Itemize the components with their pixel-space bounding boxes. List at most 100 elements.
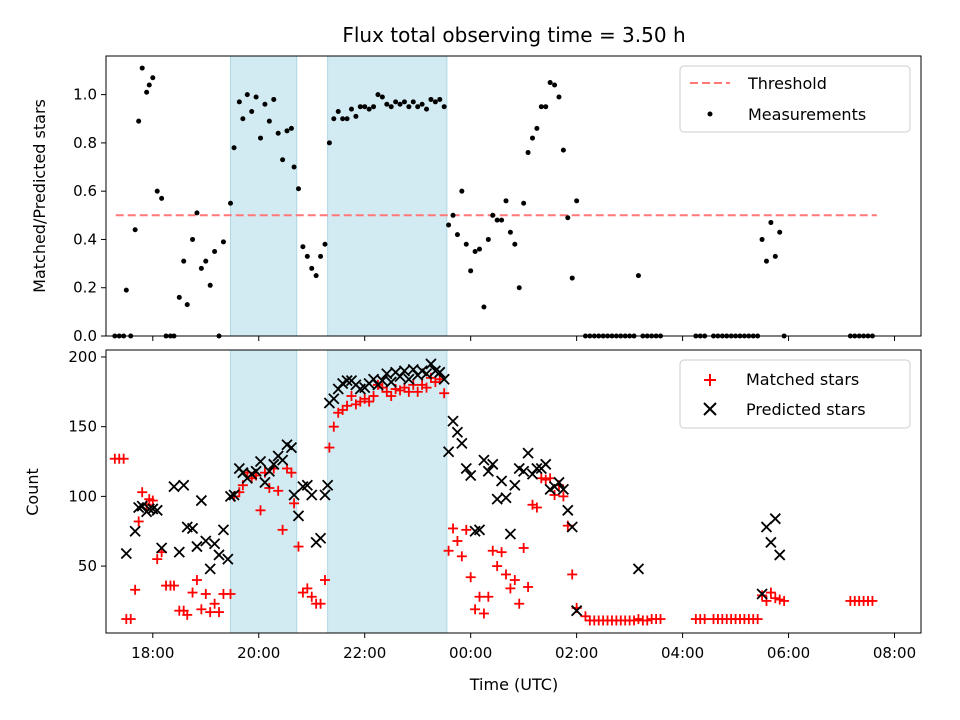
measurement-point <box>494 217 500 223</box>
matched-star-point <box>523 581 534 592</box>
matched-star-point <box>757 590 768 601</box>
predicted-star-point <box>487 458 499 470</box>
measurement-point <box>144 89 150 95</box>
matched-star-point <box>315 598 326 609</box>
predicted-star-point <box>133 501 145 514</box>
measurement-point <box>357 104 363 110</box>
matched-star-point <box>474 591 485 602</box>
measurements-legend-swatch <box>707 111 713 117</box>
measurement-point <box>295 186 301 192</box>
measurement-point <box>300 244 306 250</box>
measurement-point <box>258 135 264 141</box>
predicted-star-point <box>491 493 503 505</box>
matched-star-point <box>368 391 379 402</box>
measurement-point <box>777 229 783 235</box>
matched-star-point <box>293 541 304 552</box>
predicted-star-point <box>451 426 464 438</box>
predicted-star-point <box>276 454 289 466</box>
predicted-star-point <box>756 588 768 600</box>
measurement-point <box>446 222 452 228</box>
measurement-point <box>432 99 438 105</box>
measurement-point <box>477 246 483 252</box>
measurement-point <box>275 130 281 136</box>
predicted-star-point <box>268 458 280 470</box>
matched-star-point <box>125 614 136 625</box>
matched-star-point <box>118 453 129 464</box>
matched-star-point <box>130 584 141 595</box>
predicted-star-point <box>288 489 300 501</box>
matched-star-point <box>147 495 158 506</box>
predicted-star-point <box>129 525 141 537</box>
matched-star-point <box>137 487 148 498</box>
matched-star-point <box>187 587 198 598</box>
matched-star-point <box>255 505 266 516</box>
measurement-point <box>569 275 575 281</box>
predicted-star-point <box>442 446 455 458</box>
matched-star-point <box>152 554 163 565</box>
matched-star-point <box>461 524 472 535</box>
matched-star-point <box>214 607 225 618</box>
y-tick-label: 200 <box>68 348 97 366</box>
matched-star-point <box>765 587 776 598</box>
measurement-point <box>371 104 377 110</box>
x-tick-label: 08:00 <box>873 644 916 662</box>
predicted-star-points <box>120 358 786 617</box>
matched-star-point <box>319 575 330 586</box>
matched-star-point <box>386 391 397 402</box>
y-tick-label: 150 <box>68 418 97 436</box>
matched-legend-swatch <box>704 374 716 386</box>
measurement-point <box>240 116 246 122</box>
chart-title: Flux total observing time = 3.50 h <box>342 23 685 47</box>
bottom-y-axis: 50 100 150 200 <box>68 348 106 575</box>
predicted-star-point <box>321 479 334 491</box>
predicted-star-point <box>314 532 327 544</box>
measurement-point <box>379 94 385 100</box>
predicted-star-point <box>482 465 494 477</box>
predicted-star-point <box>460 462 472 475</box>
measurement-point <box>556 94 562 100</box>
measurement-point <box>220 239 226 245</box>
measurement-point <box>521 200 527 206</box>
measurement-point <box>441 104 447 110</box>
predicted-star-point <box>222 553 234 565</box>
predicted-star-point <box>769 513 781 525</box>
matched-star-point <box>342 400 353 411</box>
predicted-star-point <box>425 358 437 370</box>
matched-star-point <box>531 502 542 513</box>
predicted-star-point <box>285 441 298 454</box>
matched-star-point <box>629 615 640 626</box>
predicted-star-point <box>765 536 777 549</box>
matched-star-point <box>364 396 375 407</box>
matched-star-point <box>505 583 516 594</box>
matched-star-point <box>518 542 529 553</box>
matched-star-point <box>470 604 481 615</box>
measurement-point <box>344 116 350 122</box>
matched-star-point <box>779 595 790 606</box>
predicted-star-point <box>208 538 221 550</box>
measurement-point <box>419 101 425 107</box>
predicted-legend-swatch <box>703 402 717 416</box>
predicted-star-point <box>173 546 185 558</box>
measurements-legend-label: Measurements <box>748 105 866 124</box>
bottom-legend: Matched stars Predicted stars <box>679 359 911 429</box>
measurement-point <box>512 241 518 247</box>
matched-star-point <box>196 604 207 615</box>
predicted-star-point <box>398 365 411 377</box>
predicted-star-point <box>254 455 267 468</box>
measurement-point <box>485 236 491 242</box>
matched-star-point <box>540 474 551 485</box>
measurement-point <box>150 75 156 81</box>
predicted-star-point <box>292 510 305 522</box>
predicted-star-point <box>447 415 459 427</box>
predicted-star-point <box>200 535 212 547</box>
predicted-legend-label: Predicted stars <box>746 400 866 419</box>
measurement-point <box>123 287 129 293</box>
matched-star-point <box>200 588 211 599</box>
y-tick-label: 50 <box>78 557 97 575</box>
matched-star-point <box>191 575 202 586</box>
measurement-point <box>406 104 412 110</box>
predicted-star-point <box>186 522 199 535</box>
top-x-axis-ticks <box>152 336 896 341</box>
predicted-star-point <box>151 504 163 516</box>
y-tick-label: 0.4 <box>73 230 97 248</box>
